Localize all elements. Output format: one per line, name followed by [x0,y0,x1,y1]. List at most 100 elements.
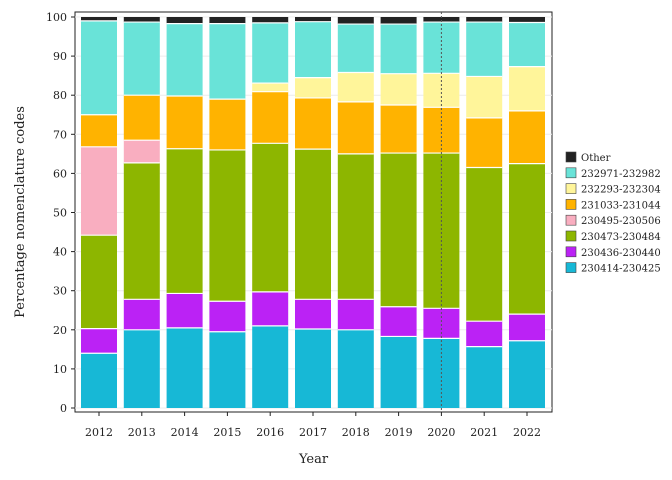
bar-segment [209,301,246,332]
y-tick-label: 0 [60,402,67,415]
bar-segment [466,346,503,408]
bar-segment [380,104,417,154]
bar-segment [123,22,160,96]
bar-segment [337,72,374,102]
bar-segment [295,77,331,98]
x-tick-label: 2018 [342,426,370,439]
bar-segment [81,353,117,408]
bar-segment [380,153,417,307]
bar-segment [81,114,117,147]
bar-segment [252,143,289,292]
x-tick-label: 2015 [213,426,241,439]
legend-label: Other [581,153,611,164]
bar-segment [509,314,545,341]
bar-segment [380,336,417,408]
legend-label: 230436-230440 [581,248,661,259]
bar-segment [466,117,503,168]
bar-segment [423,153,460,309]
bar-segment [509,340,545,408]
bar-segment [466,76,503,118]
legend: Other 232971-232982 232293-232304 231033-23… [565,151,661,275]
x-tick-label: 2020 [427,426,455,439]
bar-segment [509,17,545,23]
bar-segment [252,325,289,408]
x-tick-label: 2013 [128,426,156,439]
bars [81,12,545,412]
bar-segment [509,66,545,111]
bar-segment [337,101,374,154]
y-tick-label: 70 [53,128,67,141]
bar-segment [295,17,331,22]
bar-segment [81,235,117,329]
y-tick-label: 100 [46,11,67,24]
legend-swatch [565,199,577,210]
bar-segment [337,299,374,330]
bar-segment [81,328,117,354]
x-tick-label: 2016 [256,426,284,439]
bar-segment [252,291,289,326]
y-axis-title: Percentage nomenclature codes [13,106,28,318]
bar-segment [337,17,374,25]
bar-segment [423,73,460,108]
bar-segment [466,22,503,77]
legend-swatch [565,183,577,194]
bar-segment [337,153,374,300]
bar-segment [209,99,246,150]
bar-segment [295,97,331,150]
y-tick-label: 10 [53,363,67,376]
x-axis-title: Year [298,452,329,467]
bar-segment [252,22,289,84]
x-tick-label: 2017 [299,426,327,439]
bar-segment [209,23,246,100]
legend-swatch [565,151,577,163]
bar-segment [509,22,545,67]
x-tick-label: 2019 [385,426,413,439]
legend-label: 232293-232304 [581,185,661,196]
bar-segment [166,293,203,328]
bar-segment [123,299,160,330]
bar-segment [166,148,203,294]
bar-segment [295,329,331,408]
bar-segment [81,146,117,236]
bar-segment [252,83,289,92]
y-tick-label: 40 [53,246,67,259]
legend-label: 230473-230484 [581,232,661,243]
bar-segment [423,17,460,23]
x-tick-label: 2021 [470,426,498,439]
bar-segment [123,95,160,141]
bar-segment [209,17,246,24]
legend-swatch [565,167,577,179]
bar-segment [123,140,160,163]
bar-segment [166,327,203,408]
bar-segment [295,299,331,330]
bar-segment [295,149,331,300]
bar-segment [509,110,545,164]
legend-label: 230414-230425 [581,264,661,275]
y-tick-label: 50 [53,207,67,220]
legend-swatch [565,246,577,258]
bar-segment [466,321,503,347]
legend-label: 232971-232982 [581,169,661,180]
legend-swatch [565,214,577,226]
y-tick-label: 60 [53,167,67,180]
y-axis: 0 10 20 30 40 50 60 70 80 90 100 [46,11,75,415]
bar-segment [123,17,160,23]
bar-segment [81,17,117,21]
legend-label: 231033-231044 [581,200,661,211]
bar-segment [466,167,503,322]
bar-segment [252,91,289,144]
legend-swatch [565,230,577,242]
x-tick-label: 2022 [513,426,541,439]
y-tick-label: 20 [53,324,67,337]
bar-segment [380,306,417,337]
y-tick-label: 30 [53,285,67,298]
x-axis: 2012 2013 2014 2015 2016 2017 2018 2019 2020 2021… [85,412,541,439]
bar-segment [509,163,545,315]
bar-segment [423,107,460,154]
bar-segment [123,162,160,300]
bar-segment [380,73,417,105]
bar-segment [337,24,374,73]
bar-segment [123,329,160,408]
x-tick-label: 2012 [85,426,113,439]
y-tick-label: 90 [53,50,67,63]
